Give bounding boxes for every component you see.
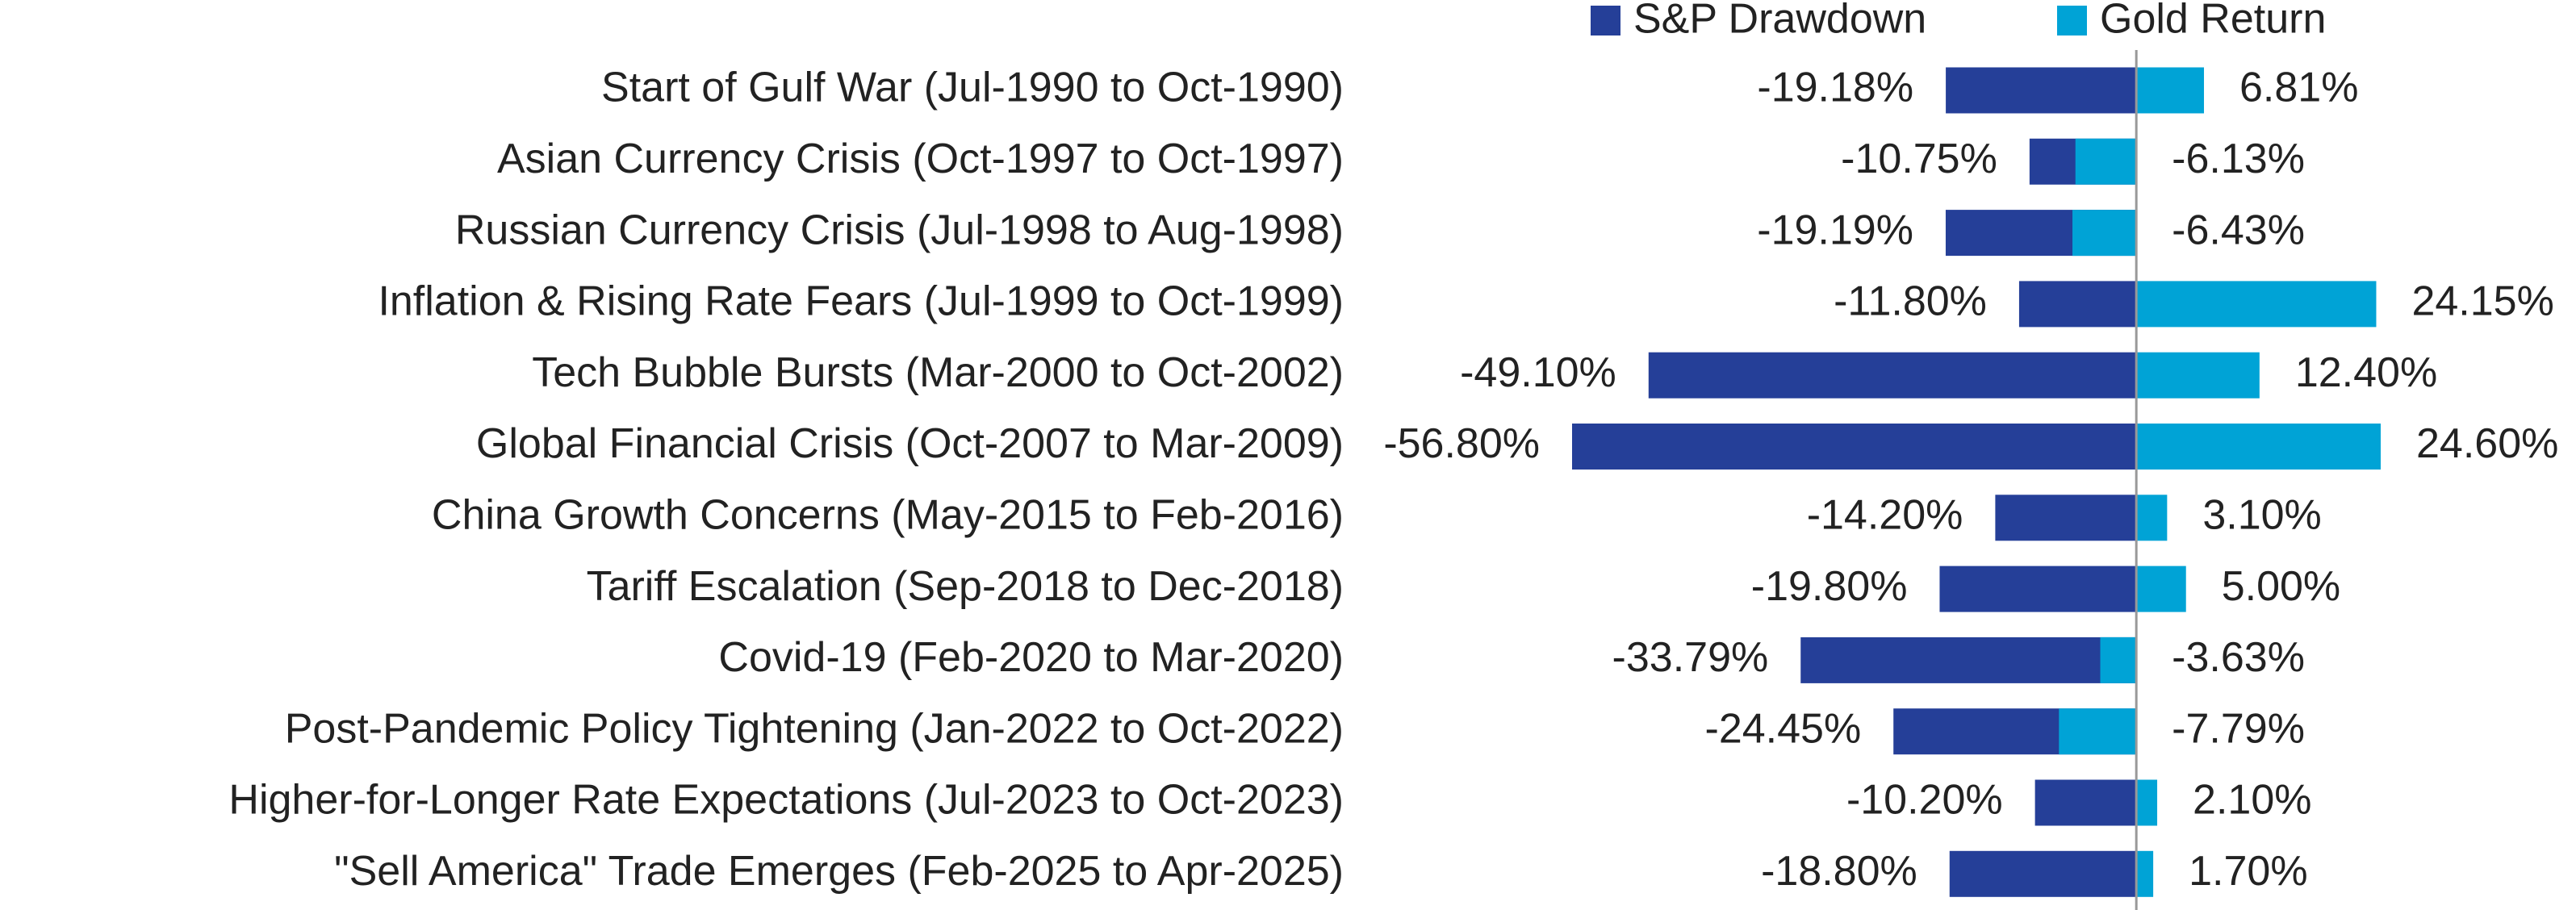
bar (2136, 850, 2154, 897)
value-label: 5.00% (2222, 563, 2340, 610)
bar (2100, 637, 2137, 683)
value-label: 2.10% (2193, 777, 2311, 824)
category-label: Tariff Escalation (Sep-2018 to Dec-2018) (587, 563, 1344, 610)
value-label: -56.80% (1383, 420, 1540, 467)
legend-swatch (2057, 6, 2087, 35)
value-label: 1.70% (2189, 848, 2307, 895)
bar (2072, 210, 2137, 257)
category-label: Global Financial Crisis (Oct-2007 to Mar… (476, 420, 1344, 467)
bar (2136, 424, 2381, 470)
bar (2059, 708, 2137, 755)
value-label: 6.81% (2239, 65, 2358, 111)
value-label: 24.60% (2416, 420, 2558, 467)
category-label: Start of Gulf War (Jul-1990 to Oct-1990) (601, 65, 1344, 111)
category-label: Post-Pandemic Policy Tightening (Jan-202… (285, 705, 1344, 752)
bar (2136, 352, 2260, 399)
value-label: -6.43% (2172, 207, 2305, 253)
legend-swatch (1591, 6, 1620, 35)
value-label: 3.10% (2202, 492, 2321, 539)
value-label: -11.80% (1834, 278, 1987, 325)
category-label: Higher-for-Longer Rate Expectations (Jul… (228, 777, 1344, 824)
value-label: -19.19% (1757, 207, 1913, 253)
category-label: Tech Bubble Bursts (Mar-2000 to Oct-2002… (532, 349, 1344, 396)
bar (1939, 566, 2137, 612)
value-label: -33.79% (1612, 634, 1769, 681)
bar (1946, 67, 2137, 114)
value-label: 12.40% (2295, 349, 2437, 396)
category-label: Inflation & Rising Rate Fears (Jul-1999 … (378, 278, 1344, 325)
legend-label: Gold Return (2100, 0, 2326, 43)
value-label: -19.80% (1751, 563, 1908, 610)
bar (1995, 495, 2137, 541)
bar (2018, 281, 2137, 328)
bar (2136, 281, 2377, 328)
bar (2075, 138, 2137, 185)
value-label: -49.10% (1460, 349, 1616, 396)
category-label: Asian Currency Crisis (Oct-1997 to Oct-1… (497, 136, 1344, 182)
value-label: -19.18% (1757, 65, 1913, 111)
value-label: -3.63% (2172, 634, 2305, 681)
value-label: -14.20% (1807, 492, 1963, 539)
bar (1648, 352, 2137, 399)
category-label: Covid-19 (Feb-2020 to Mar-2020) (718, 634, 1344, 681)
legend-label: S&P Drawdown (1633, 0, 1926, 43)
category-label: Russian Currency Crisis (Jul-1998 to Aug… (455, 207, 1344, 253)
value-label: -24.45% (1705, 705, 1862, 752)
bar (2136, 67, 2205, 114)
bar (1572, 424, 2137, 470)
bar (2136, 566, 2186, 612)
value-label: -18.80% (1761, 848, 1917, 895)
value-label: 24.15% (2411, 278, 2553, 325)
category-label: "Sell America" Trade Emerges (Feb-2025 t… (334, 848, 1344, 895)
category-label: China Growth Concerns (May-2015 to Feb-2… (432, 492, 1344, 539)
bar (2136, 779, 2158, 826)
value-label: -7.79% (2172, 705, 2305, 752)
value-label: -6.13% (2172, 136, 2305, 182)
value-label: -10.20% (1846, 777, 2003, 824)
value-label: -10.75% (1841, 136, 1997, 182)
bar (1949, 850, 2137, 897)
bar (2136, 495, 2168, 541)
bar (2034, 779, 2137, 826)
bar (1800, 637, 2137, 683)
